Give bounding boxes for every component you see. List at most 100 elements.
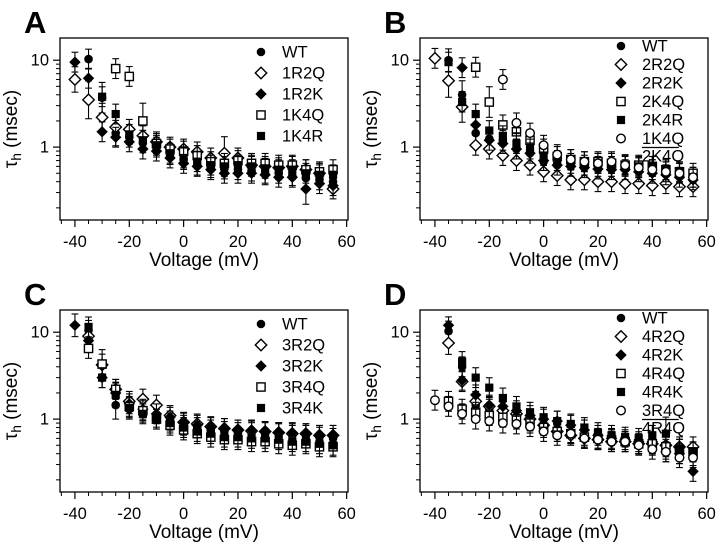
marker-circle-open <box>674 168 685 179</box>
marker-circle-filled <box>616 41 626 51</box>
y-tick-label: 10 <box>31 324 49 342</box>
x-tick-label: -40 <box>423 505 447 523</box>
x-tick-label: 60 <box>697 505 715 523</box>
marker-diamond-filled <box>255 88 267 100</box>
marker-circle-open <box>525 421 536 432</box>
legend-entry-4R2K: 4R2K <box>615 347 683 365</box>
plot-box <box>59 37 349 221</box>
marker-square-open <box>124 71 135 82</box>
y-axis-title: τh (msec) <box>361 90 384 168</box>
x-tick-label: -40 <box>63 233 87 251</box>
legend-label: 3R4K <box>282 400 323 418</box>
marker-square-filled <box>84 322 93 332</box>
x-tick-label: 40 <box>283 233 301 251</box>
legend-entry-1R2K: 1R2K <box>255 86 323 104</box>
panel-label: D <box>384 277 406 312</box>
marker-diamond-filled <box>82 72 95 84</box>
marker-square-filled <box>220 433 229 442</box>
chart-panel-b: -40 -20 0 20 40 60 1 10 Voltage (mV) τh (msec) B WT… <box>361 5 716 271</box>
marker-square-filled <box>444 58 453 67</box>
marker-circle-open <box>497 418 508 429</box>
marker-circle-open <box>688 452 699 463</box>
marker-circle-filled <box>256 47 266 57</box>
marker-square-open <box>97 359 107 369</box>
marker-square-filled <box>206 429 215 438</box>
marker-diamond-open <box>254 338 268 352</box>
marker-circle-open <box>660 166 671 177</box>
marker-square-open <box>138 116 148 126</box>
marker-square-filled <box>165 149 175 158</box>
marker-circle-open <box>565 428 576 439</box>
marker-diamond-open <box>509 153 524 168</box>
y-tick-label: 1 <box>40 139 49 157</box>
legend-entry-1K4Q: 1K4Q <box>256 107 324 125</box>
marker-square-filled <box>193 157 202 166</box>
marker-square-filled <box>315 439 324 448</box>
marker-diamond-open <box>81 93 96 107</box>
marker-square-filled <box>485 126 494 135</box>
marker-square-filled <box>288 165 297 174</box>
marker-square-open <box>256 110 266 120</box>
marker-diamond-filled <box>69 319 81 332</box>
x-axis-title: Voltage (mV) <box>149 250 259 271</box>
marker-circle-open <box>674 452 685 463</box>
marker-square-filled <box>125 130 134 139</box>
marker-circle-open <box>552 430 563 441</box>
marker-circle-open <box>538 426 549 437</box>
marker-circle-open <box>633 162 644 173</box>
marker-diamond-filled <box>327 179 339 192</box>
legend-label-denominator: 4R4Q <box>642 420 685 438</box>
marker-diamond-filled <box>96 126 108 138</box>
marker-diamond-open <box>536 165 551 179</box>
legend-label: 2K4Q <box>642 93 684 111</box>
series-3R4Q-4R4Q <box>429 389 699 469</box>
axes: -40 -20 0 20 40 60 1 10 <box>31 309 356 523</box>
marker-diamond-open <box>496 148 510 163</box>
legend-label: 3R2Q <box>282 337 325 355</box>
x-tick-label: 40 <box>643 505 661 523</box>
marker-square-filled <box>125 403 134 412</box>
legend-label: WT <box>642 38 668 56</box>
marker-square-open <box>484 97 495 107</box>
marker-diamond-filled <box>69 56 81 68</box>
legend-label: 4R4K <box>642 384 683 402</box>
marker-square-filled <box>512 139 521 148</box>
legend: WT 1R2Q 1R2K 1K4Q 1K4R <box>254 44 325 146</box>
x-tick-label: 20 <box>229 505 247 523</box>
legend-entry-4R4K: 4R4K <box>616 384 683 402</box>
marker-circle-open <box>660 446 671 457</box>
marker-square-filled <box>301 169 310 178</box>
marker-circle-open <box>552 149 563 160</box>
x-tick-label: 40 <box>643 233 661 251</box>
plot-box <box>419 309 709 493</box>
series-1K4R <box>98 86 338 186</box>
marker-square-filled <box>165 418 175 428</box>
marker-diamond-filled <box>255 360 267 372</box>
marker-circle-open <box>484 416 495 427</box>
legend: WT 3R2Q 3R2K 3R4Q 3R4K <box>254 316 325 418</box>
x-tick-label: -20 <box>477 233 501 251</box>
legend-entry-WT: WT <box>256 316 308 334</box>
axes: -40 -20 0 20 40 60 1 10 <box>391 309 716 523</box>
marker-circle-open <box>688 172 699 183</box>
legend-entry-WT: WT <box>256 44 308 62</box>
panel-label: B <box>384 5 406 40</box>
marker-diamond-open <box>441 74 456 88</box>
marker-square-filled <box>274 165 283 174</box>
marker-square-filled <box>247 434 256 443</box>
marker-diamond-filled <box>615 349 627 361</box>
marker-diamond-open <box>614 57 628 72</box>
x-axis-title: Voltage (mV) <box>509 522 619 543</box>
y-tick-label: 1 <box>400 139 409 157</box>
marker-square-filled <box>274 435 283 444</box>
marker-circle-open <box>579 156 590 167</box>
marker-circle-open <box>525 128 536 139</box>
marker-circle-filled <box>616 313 626 323</box>
x-axis-title: Voltage (mV) <box>509 250 619 271</box>
panel-label: A <box>24 5 46 40</box>
marker-circle-open <box>620 160 631 171</box>
marker-square-filled <box>512 402 521 411</box>
legend-label: WT <box>642 310 668 328</box>
